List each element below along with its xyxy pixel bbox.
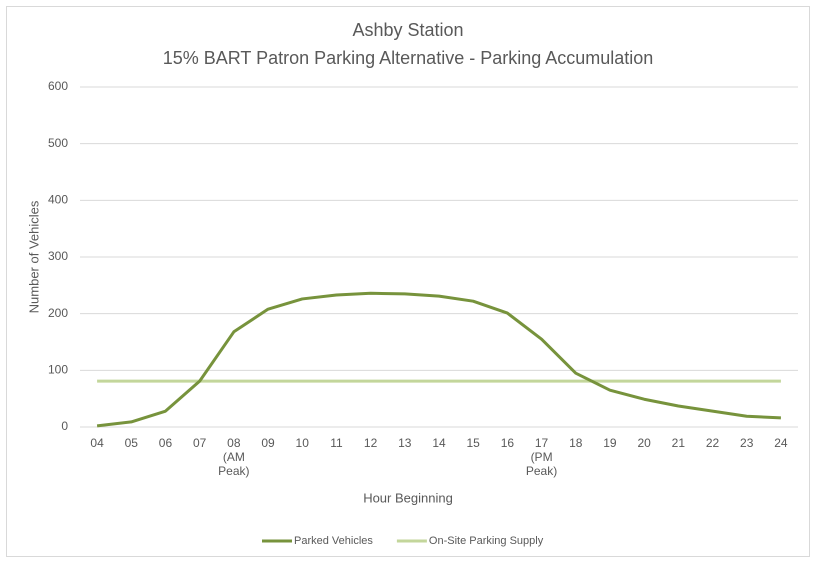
x-tick-label: 11: [330, 436, 343, 450]
x-tick-label: 06: [158, 436, 173, 450]
x-tick-label: 04: [90, 436, 104, 450]
x-tick-label: 13: [398, 436, 412, 450]
x-tick-label: 23: [740, 436, 754, 450]
legend-label: Parked Vehicles: [294, 535, 373, 547]
x-tick-label: 24: [774, 436, 788, 450]
x-tick-label: 09: [261, 436, 275, 450]
x-tick-label: 12: [363, 436, 378, 450]
series-line: [96, 291, 781, 428]
chart-frame: [6, 6, 810, 557]
x-tick-label: 07: [192, 436, 207, 450]
y-tick-label: 0: [61, 419, 68, 433]
x-tick-label: 08 (AM Peak): [218, 436, 250, 478]
x-tick-label: 14: [432, 436, 446, 450]
y-tick-label: 600: [48, 79, 68, 93]
chart-subtitle: 15% BART Patron Parking Alternative - Pa…: [163, 48, 654, 68]
y-tick-label: 500: [48, 136, 68, 150]
x-tick-label: 21: [671, 436, 685, 450]
y-tick-label: 200: [48, 306, 68, 320]
y-tick-label: 400: [48, 193, 68, 207]
x-tick-label: 05: [124, 436, 138, 450]
y-axis-label: Number of Vehicles: [26, 200, 41, 313]
x-axis-label: Hour Beginning: [363, 490, 453, 505]
y-tick-label: 100: [48, 363, 68, 377]
x-tick-label: 20: [637, 436, 651, 450]
x-tick-label: 15: [466, 436, 480, 450]
x-tick-label: 10: [295, 436, 309, 450]
y-tick-label: 300: [48, 249, 68, 263]
x-tick-label: 18: [569, 436, 583, 450]
x-tick-label: 16: [500, 436, 515, 450]
chart-title: Ashby Station: [352, 20, 463, 40]
x-tick-label: 19: [603, 436, 617, 450]
x-tick-label: 22: [705, 436, 720, 450]
x-tick-label: 17 (PM Peak): [525, 436, 558, 478]
legend-label: On-Site Parking Supply: [429, 535, 544, 547]
